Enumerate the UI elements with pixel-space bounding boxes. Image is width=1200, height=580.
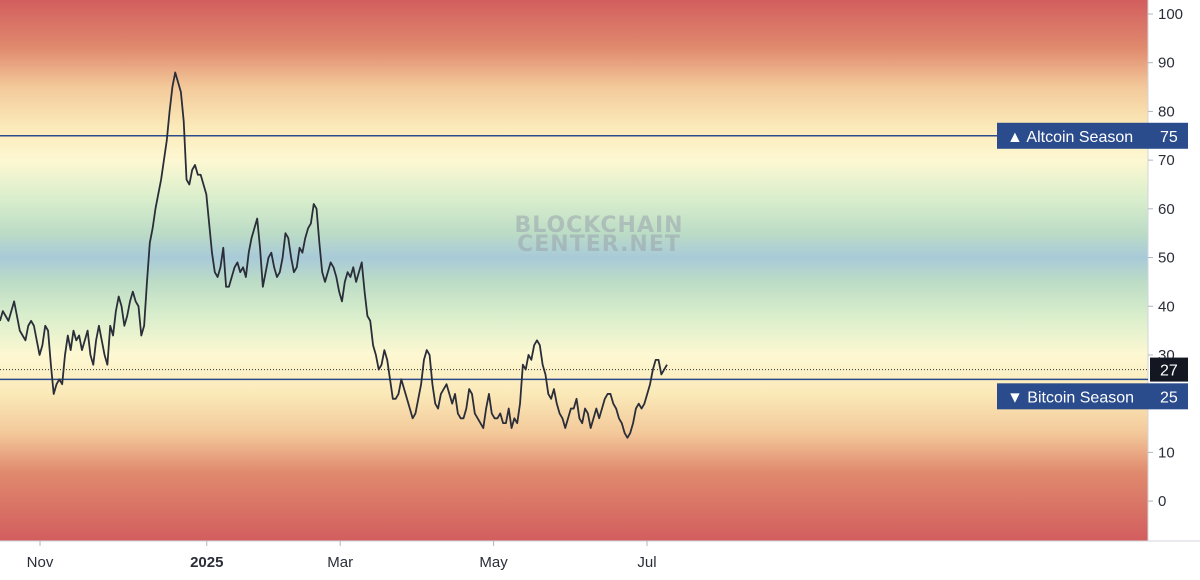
threshold-value-box (1150, 122, 1188, 149)
price-axis-background (1148, 0, 1200, 541)
x-tick-label: Mar (327, 554, 353, 571)
y-tick-label: 0 (1158, 493, 1166, 510)
threshold-label: ▼ Bitcoin Season (1007, 389, 1134, 406)
threshold-lines (0, 135, 1148, 381)
time-axis-background (0, 541, 1200, 580)
x-tick-label: May (479, 554, 508, 571)
y-tick-label: 50 (1158, 250, 1175, 267)
x-axis-ticks: Nov 2025 Mar May Jul (27, 541, 657, 571)
x-tick-label: Nov (27, 554, 54, 571)
y-tick-label: 40 (1158, 298, 1175, 315)
threshold-badges: ▲ Altcoin Season 75 ▼ Bitcoin Season 25 (997, 122, 1188, 410)
plot-background (0, 0, 1148, 541)
series-line (0, 71, 668, 439)
threshold-label-box (997, 122, 1150, 149)
current-value-box (1150, 357, 1188, 382)
watermark-line-2: CENTER.NET (517, 232, 681, 257)
current-value-badge: 27 (1150, 357, 1188, 382)
threshold-value-box (1150, 383, 1188, 410)
y-tick-label: 100 (1158, 6, 1183, 23)
current-value-label: 27 (1160, 363, 1178, 380)
threshold-label: ▲ Altcoin Season (1007, 129, 1133, 146)
y-tick-label: 60 (1158, 201, 1175, 218)
watermark-line-1: BLOCKCHAIN (514, 213, 683, 238)
threshold-value: 75 (1160, 129, 1178, 146)
watermark: BLOCKCHAIN CENTER.NET (514, 213, 683, 257)
x-tick-label: 2025 (190, 554, 223, 571)
threshold-value: 25 (1160, 389, 1178, 406)
y-tick-label: 80 (1158, 103, 1175, 120)
x-tick-label: Jul (637, 554, 656, 571)
y-tick-label: 10 (1158, 444, 1175, 461)
y-tick-label: 70 (1158, 152, 1175, 169)
y-tick-label: 90 (1158, 55, 1175, 72)
threshold-label-box (997, 383, 1150, 410)
